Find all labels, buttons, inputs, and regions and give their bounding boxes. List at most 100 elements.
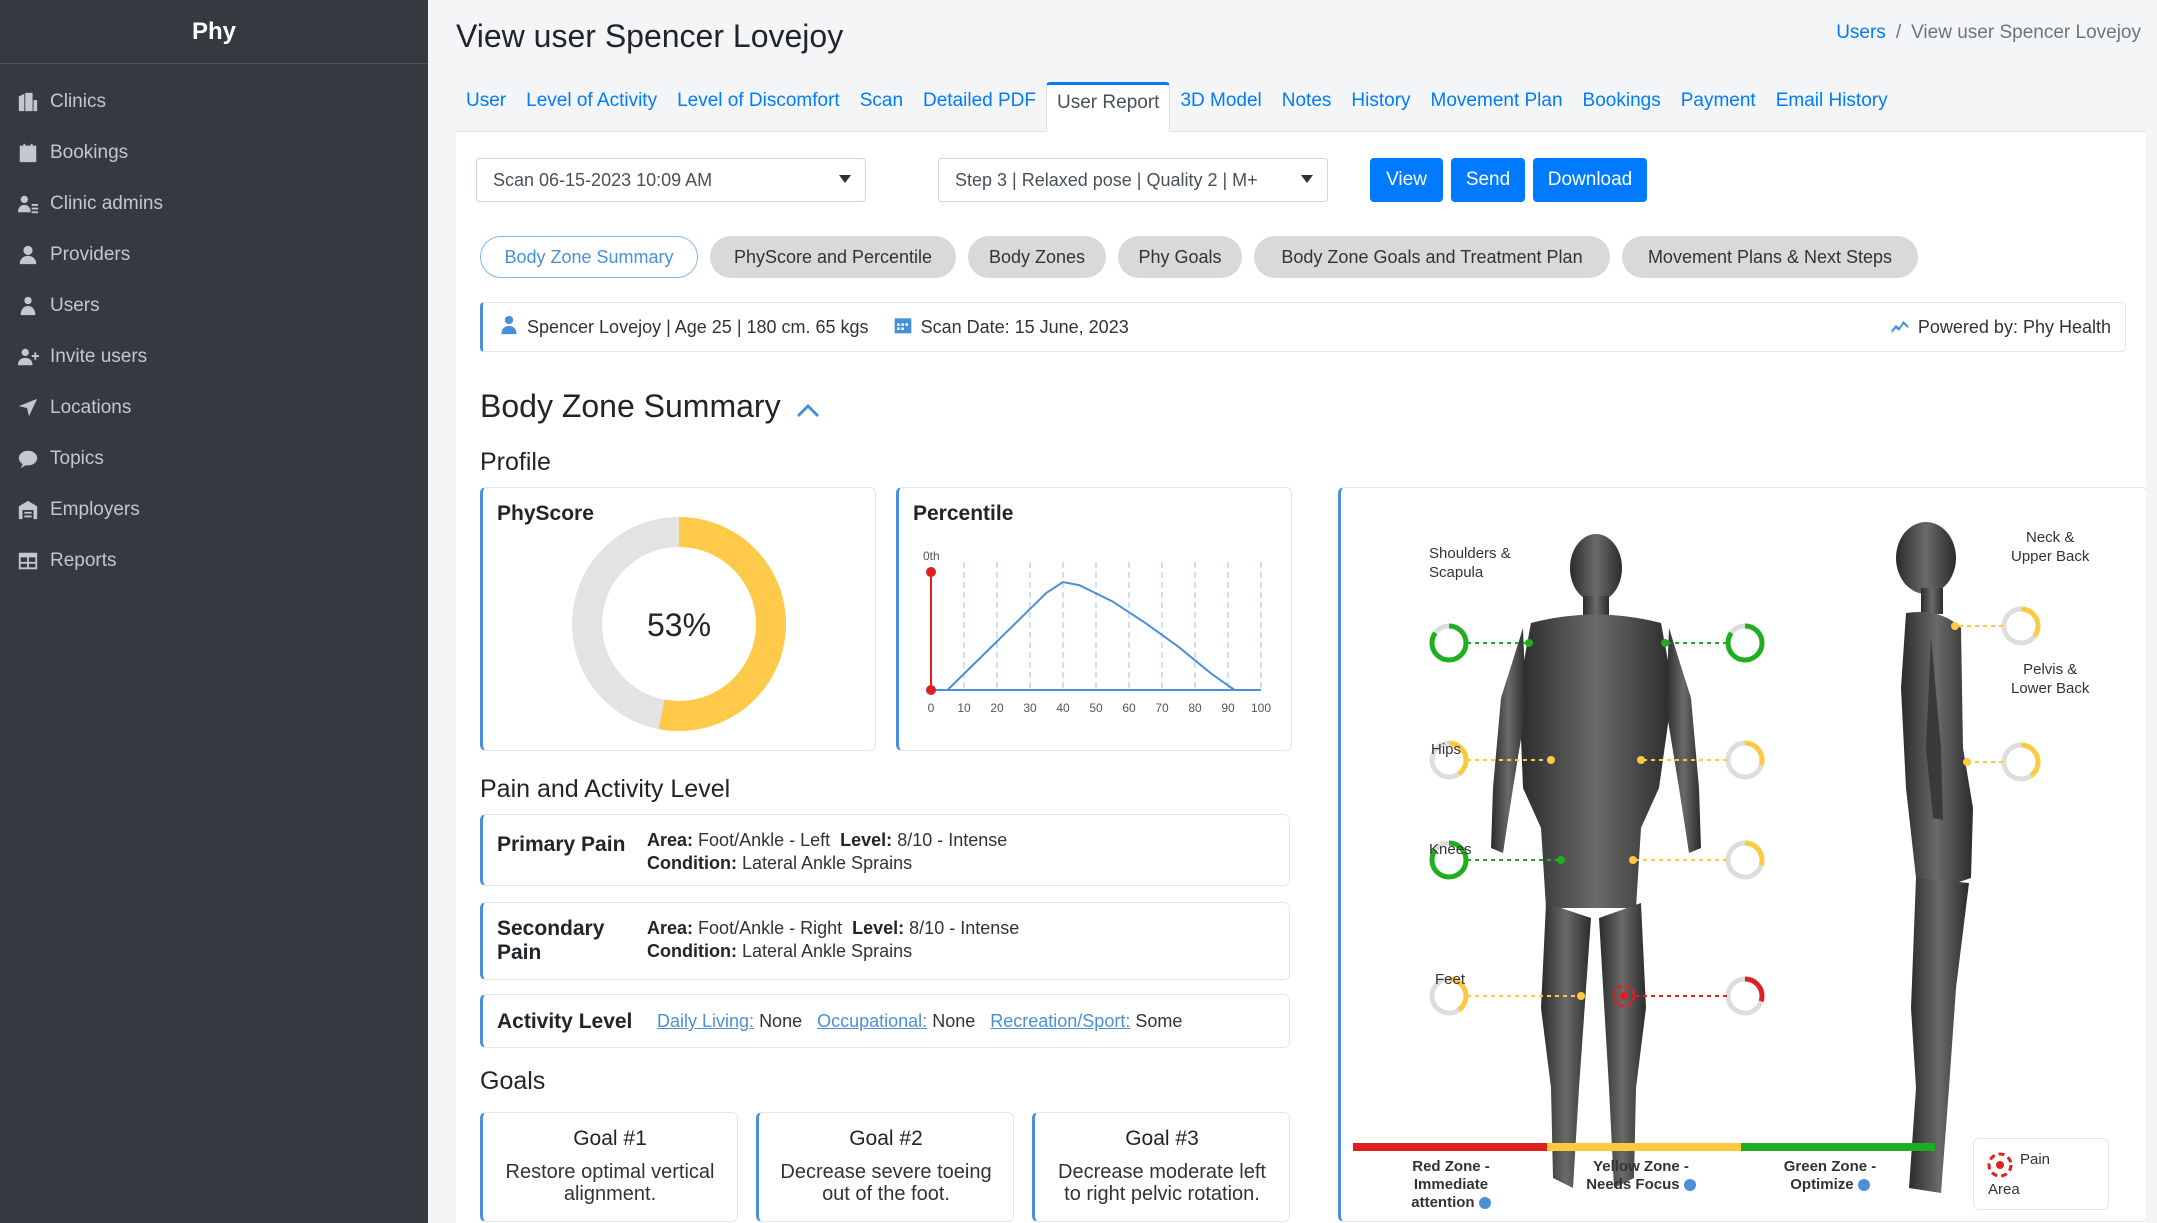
sidebar-item-locations[interactable]: Locations	[0, 382, 428, 433]
condition-value: Lateral Ankle Sprains	[741, 853, 913, 873]
admin-icon	[16, 192, 40, 216]
level-value: 8/10 - Intense	[897, 830, 1008, 850]
sidebar-item-bookings[interactable]: Bookings	[0, 127, 428, 178]
shoulders-scapula-label: Shoulders & Scapula	[1429, 545, 1511, 581]
sidebar-item-topics[interactable]: Topics	[0, 433, 428, 484]
info-icon[interactable]	[1478, 1197, 1491, 1210]
sidebar-item-label: Providers	[50, 243, 131, 265]
recreation-sport-link[interactable]: Recreation/Sport:	[990, 1011, 1131, 1031]
location-arrow-icon	[16, 396, 40, 420]
tab-payment[interactable]: Payment	[1680, 90, 1756, 111]
activity-level-label: Activity Level	[497, 1010, 633, 1033]
tab-bar: User Level of Activity Level of Discomfo…	[456, 82, 2146, 132]
tab-level-of-discomfort[interactable]: Level of Discomfort	[677, 90, 840, 111]
tab-user-report[interactable]: User Report	[1046, 82, 1171, 132]
x-tick-label: 90	[1221, 701, 1235, 715]
user-icon	[16, 294, 40, 318]
sidebar-item-employers[interactable]: Employers	[0, 484, 428, 535]
step-select[interactable]: Step 3 | Relaxed pose | Quality 2 | M+	[938, 158, 1328, 202]
sidebar-nav: Clinics Bookings Clinic admins Providers…	[0, 64, 428, 586]
scan-select[interactable]: Scan 06-15-2023 10:09 AM	[476, 158, 866, 202]
send-button[interactable]: Send	[1451, 158, 1525, 202]
pill-body-zone-goals[interactable]: Body Zone Goals and Treatment Plan	[1254, 236, 1610, 278]
goal-title: Goal #3	[1125, 1127, 1199, 1150]
user-tie-icon	[16, 243, 40, 267]
sidebar-item-providers[interactable]: Providers	[0, 229, 428, 280]
hips-label: Hips	[1431, 741, 1462, 758]
breadcrumb-users-link[interactable]: Users	[1836, 22, 1886, 43]
zone-rings	[1429, 606, 2041, 1016]
sidebar-item-label: Locations	[50, 396, 132, 418]
secondary-pain-label-line2: Pain	[497, 941, 542, 964]
pill-phy-goals[interactable]: Phy Goals	[1118, 236, 1242, 278]
goals-heading: Goals	[480, 1067, 546, 1095]
sidebar-item-users[interactable]: Users	[0, 280, 428, 331]
body-zone-map: Shoulders & Scapula Hips Knees Feet Neck …	[1338, 487, 2146, 1222]
scan-date-text: Scan Date: 15 June, 2023	[920, 316, 1129, 337]
tab-bookings[interactable]: Bookings	[1582, 90, 1661, 111]
pelvis-ring	[2001, 742, 2041, 782]
pill-body-zones[interactable]: Body Zones	[968, 236, 1106, 278]
powered-by: Powered by: Phy Health	[1890, 315, 2111, 340]
scan-select-value: Scan 06-15-2023 10:09 AM	[493, 169, 713, 190]
pill-physcore-and-percentile[interactable]: PhyScore and Percentile	[710, 236, 956, 278]
occupational-link[interactable]: Occupational:	[817, 1011, 928, 1031]
feet-label: Feet	[1435, 971, 1466, 988]
profile-heading: Profile	[480, 448, 551, 476]
tab-email-history[interactable]: Email History	[1775, 90, 1888, 111]
pain-target-icon	[1987, 1152, 2013, 1178]
tab-detailed-pdf[interactable]: Detailed PDF	[923, 90, 1037, 111]
user-summary: Spencer Lovejoy | Age 25 | 180 cm. 65 kg…	[499, 315, 869, 340]
daily-living-link[interactable]: Daily Living:	[657, 1011, 755, 1031]
x-tick-label: 70	[1155, 701, 1169, 715]
tab-level-of-activity[interactable]: Level of Activity	[526, 90, 658, 111]
sidebar-item-reports[interactable]: Reports	[0, 535, 428, 586]
pain-target-center	[1620, 992, 1628, 1000]
sidebar-item-clinic-admins[interactable]: Clinic admins	[0, 178, 428, 229]
x-tick-label: 100	[1251, 701, 1271, 715]
physcore-donut: 53%	[572, 517, 786, 731]
percentile-card: Percentile 0th 0 10 20 30 40 50 60 70 80 90 100	[896, 487, 1292, 751]
breadcrumb: Users / View user Spencer Lovejoy	[1836, 22, 2141, 44]
tab-scan[interactable]: Scan	[859, 90, 904, 111]
breadcrumb-current: View user Spencer Lovejoy	[1911, 22, 2141, 43]
shoulders-right-ring	[1725, 623, 1765, 663]
yellow-zone-bar	[1547, 1143, 1741, 1151]
chevron-up-icon[interactable]	[795, 390, 821, 427]
percentile-marker-label: 0th	[923, 549, 940, 563]
level-value: 8/10 - Intense	[909, 918, 1020, 938]
tab-user[interactable]: User	[466, 90, 507, 111]
tab-history[interactable]: History	[1351, 90, 1411, 111]
building-icon	[16, 90, 40, 114]
sidebar-item-clinics[interactable]: Clinics	[0, 76, 428, 127]
goal-description: Decrease severe toeing out of the foot.	[780, 1161, 992, 1205]
level-label: Level:	[852, 918, 905, 938]
feet-left-ring	[1429, 976, 1469, 1016]
pill-body-zone-summary[interactable]: Body Zone Summary	[480, 236, 698, 278]
area-label: Area:	[647, 918, 694, 938]
info-icon[interactable]	[1683, 1179, 1696, 1192]
download-button[interactable]: Download	[1533, 158, 1647, 202]
info-icon[interactable]	[1857, 1179, 1870, 1192]
secondary-pain-details: Area: Foot/Ankle - Right Level: 8/10 - I…	[647, 917, 1019, 963]
scan-date: Scan Date: 15 June, 2023	[893, 315, 1129, 340]
main-content: View user Spencer Lovejoy Users / View u…	[428, 0, 2157, 1223]
calendar-icon	[893, 315, 913, 340]
breadcrumb-separator: /	[1895, 22, 1902, 43]
tab-notes[interactable]: Notes	[1281, 90, 1332, 111]
chevron-down-icon	[839, 175, 851, 183]
view-button[interactable]: View	[1370, 158, 1443, 202]
tab-3d-model[interactable]: 3D Model	[1180, 90, 1262, 111]
brand-logo[interactable]: Phy	[0, 0, 428, 64]
x-tick-label: 20	[990, 701, 1004, 715]
tab-movement-plan[interactable]: Movement Plan	[1430, 90, 1563, 111]
user-details: Spencer Lovejoy | Age 25 | 180 cm. 65 kg…	[527, 316, 869, 337]
recreation-sport-value: Some	[1135, 1011, 1183, 1031]
user-plus-icon	[16, 345, 40, 369]
pill-movement-plans[interactable]: Movement Plans & Next Steps	[1622, 236, 1918, 278]
primary-pain-details: Area: Foot/Ankle - Left Level: 8/10 - In…	[647, 829, 1007, 875]
red-zone-bar	[1353, 1143, 1547, 1151]
sidebar-item-invite-users[interactable]: Invite users	[0, 331, 428, 382]
user-report-panel: Scan 06-15-2023 10:09 AM Step 3 | Relaxe…	[456, 132, 2146, 1223]
knees-right-ring	[1725, 840, 1765, 880]
